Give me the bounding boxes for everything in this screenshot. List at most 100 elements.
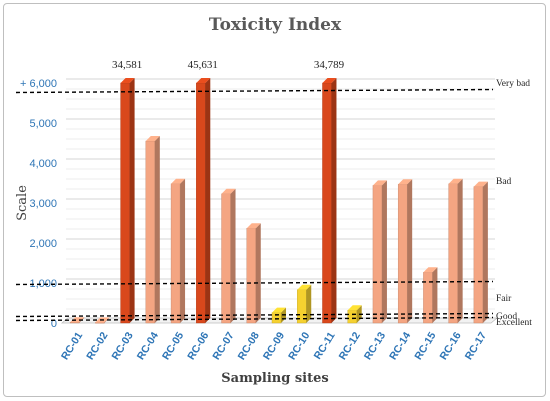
bar-top bbox=[145, 136, 160, 141]
bar-side bbox=[306, 284, 312, 323]
data-label: 34,581 bbox=[112, 59, 142, 71]
x-tick-label: RC-10 bbox=[286, 330, 312, 362]
data-label: 45,631 bbox=[188, 59, 218, 71]
x-tick-label: RC-08 bbox=[236, 330, 262, 362]
y-tick-label: 5,000 bbox=[29, 118, 57, 130]
bar-front bbox=[246, 227, 256, 324]
bar-top bbox=[221, 188, 236, 194]
bar-rc-08 bbox=[246, 223, 261, 324]
bar-top bbox=[272, 307, 286, 313]
gridlines bbox=[66, 78, 495, 320]
bar-rc-10 bbox=[297, 284, 312, 324]
bar-front bbox=[473, 186, 484, 324]
bar-front bbox=[397, 183, 408, 324]
chart-frame: Toxicity Index 0 1,000 2,000 3,000 4,000 5,000… bbox=[3, 3, 546, 397]
bar-side bbox=[432, 267, 438, 323]
y-tick-label: 1,000 bbox=[29, 278, 57, 290]
toxicity-index-chart: Toxicity Index 0 1,000 2,000 3,000 4,000 5,000… bbox=[15, 15, 532, 386]
zone-label-excellent: Excellent bbox=[496, 318, 532, 328]
bar-top bbox=[196, 78, 211, 83]
bar-front bbox=[347, 310, 357, 324]
bar-front bbox=[423, 272, 433, 324]
bar-rc-15 bbox=[423, 267, 438, 324]
bar-rc-04 bbox=[145, 136, 160, 324]
bar-side bbox=[381, 180, 387, 323]
bar-top bbox=[448, 178, 463, 184]
zone-label-bad: Bad bbox=[496, 177, 512, 187]
bar-front bbox=[95, 322, 105, 324]
bar-side bbox=[331, 78, 337, 323]
x-tick-label: RC-14 bbox=[387, 330, 413, 362]
bar-front bbox=[322, 82, 332, 324]
bar-rc-07 bbox=[221, 188, 236, 324]
x-tick-label: RC-05 bbox=[160, 330, 186, 362]
bar-top bbox=[70, 317, 85, 323]
threshold-line-fair bbox=[15, 280, 494, 286]
zone-label-good: Good bbox=[496, 312, 517, 322]
bar-side bbox=[255, 223, 261, 323]
bar-front bbox=[170, 183, 181, 324]
x-tick-label: RC-03 bbox=[109, 330, 135, 362]
bar-top bbox=[372, 180, 387, 186]
bar-top bbox=[473, 181, 488, 187]
bar-top bbox=[423, 267, 438, 273]
bar-front bbox=[196, 82, 206, 324]
bar-top bbox=[322, 78, 337, 83]
bar-rc-05 bbox=[170, 178, 186, 324]
y-tick-label: 0 bbox=[51, 318, 57, 330]
bar-rc-16 bbox=[448, 178, 463, 324]
bar-side bbox=[230, 188, 236, 323]
bar-top bbox=[246, 223, 261, 229]
bar-rc-06 bbox=[196, 78, 211, 324]
zone-label-very-bad: Very bad bbox=[496, 79, 530, 89]
bar-side bbox=[129, 78, 135, 323]
bar-side bbox=[205, 78, 211, 323]
x-tick-label: RC-11 bbox=[312, 330, 338, 362]
bar-front bbox=[145, 140, 156, 324]
bar-side bbox=[407, 179, 413, 323]
bar-rc-14 bbox=[397, 179, 413, 324]
threshold-line-good bbox=[15, 312, 494, 318]
zone-label-fair: Fair bbox=[496, 294, 512, 304]
y-tick-label: + 6,000 bbox=[20, 78, 57, 90]
x-tick-label: RC-01 bbox=[59, 330, 85, 362]
bar-side bbox=[104, 317, 110, 323]
x-tick-label: RC-04 bbox=[135, 330, 161, 362]
bar-rc-03 bbox=[120, 78, 135, 324]
y-tick-label: 2,000 bbox=[29, 238, 57, 250]
bar-front bbox=[448, 183, 458, 324]
bar-front bbox=[221, 193, 231, 324]
bar-side bbox=[482, 181, 488, 323]
bar-rc-13 bbox=[372, 180, 387, 324]
bar-rc-17 bbox=[473, 181, 488, 324]
y-axis-title: Scale bbox=[15, 185, 30, 221]
bar-front bbox=[69, 322, 80, 324]
x-tick-label: RC-15 bbox=[412, 330, 438, 362]
x-tick-label: RC-06 bbox=[185, 330, 211, 362]
x-tick-label: RC-02 bbox=[84, 330, 110, 362]
bar-top bbox=[297, 284, 312, 290]
bar-rc-11 bbox=[322, 78, 337, 324]
bar-side bbox=[180, 178, 186, 323]
y-tick-label: 4,000 bbox=[29, 158, 57, 170]
chart-title: Toxicity Index bbox=[209, 15, 342, 35]
threshold-line-very-bad bbox=[15, 88, 494, 94]
bar-top bbox=[120, 78, 135, 83]
x-tick-label: RC-12 bbox=[337, 330, 363, 362]
bar-side bbox=[457, 178, 463, 323]
bar-side bbox=[154, 136, 160, 323]
data-label: 34,789 bbox=[314, 59, 345, 71]
threshold-line-excellent bbox=[15, 316, 494, 322]
x-tick-label: RC-13 bbox=[362, 330, 388, 362]
x-tick-label: RC-16 bbox=[438, 330, 464, 362]
bar-top bbox=[347, 305, 362, 311]
x-tick-label: RC-17 bbox=[463, 330, 489, 362]
bar-front bbox=[372, 185, 383, 324]
bar-top bbox=[171, 178, 186, 184]
y-tick-label: 3,000 bbox=[29, 198, 57, 210]
bar-top bbox=[398, 179, 413, 185]
bar-front bbox=[120, 82, 130, 324]
x-tick-label: RC-09 bbox=[261, 330, 287, 362]
x-axis-title: Sampling sites bbox=[221, 371, 328, 386]
bar-front bbox=[271, 312, 282, 324]
